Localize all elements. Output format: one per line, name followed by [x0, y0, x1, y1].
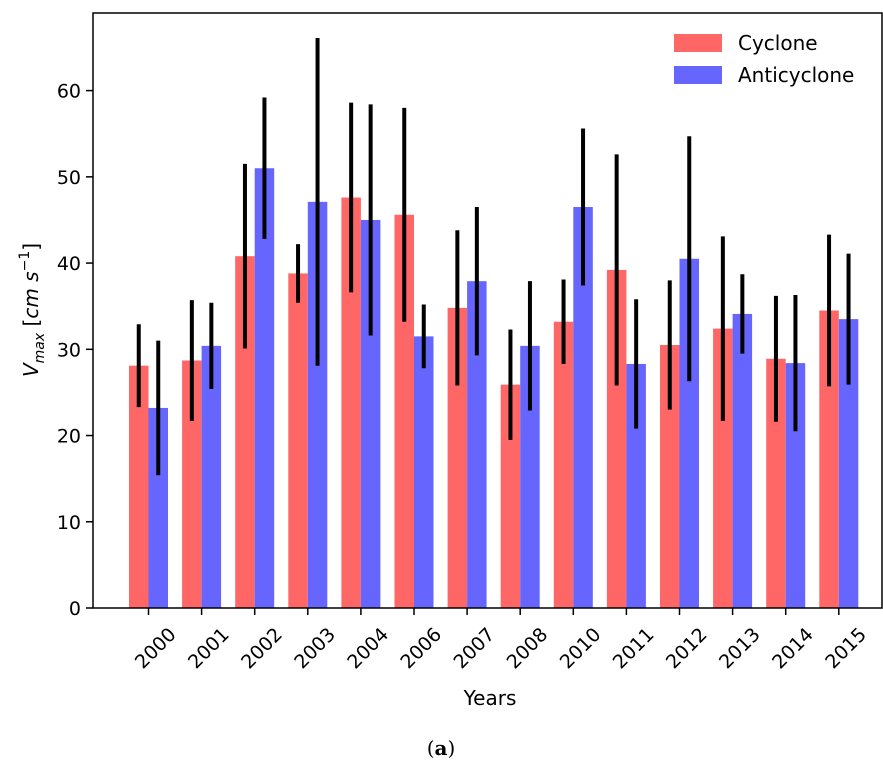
- bar-anticyclone-2013: [732, 313, 753, 608]
- bar-cyclone-2002: [235, 256, 255, 608]
- error-bars-layer: [136, 38, 851, 476]
- y-tick-label: 50: [57, 167, 81, 189]
- bar-cyclone-2007: [447, 307, 468, 608]
- x-tick-label: 2001: [184, 624, 234, 674]
- x-tick-label: 2003: [290, 624, 340, 674]
- bar-anticyclone-2014: [785, 363, 806, 608]
- y-tick-label: 30: [57, 339, 81, 361]
- y-tick-label: 40: [57, 253, 81, 275]
- x-tick-label: 2004: [343, 624, 393, 674]
- bar-cyclone-2014: [766, 358, 786, 608]
- x-tick-label: 2008: [503, 624, 553, 674]
- x-tick-label: 2010: [556, 624, 606, 674]
- bar-cyclone-2006: [394, 214, 414, 608]
- bar-anticyclone-2010: [573, 207, 593, 608]
- bar-anticyclone-2001: [201, 345, 222, 608]
- bar-cyclone-2000: [129, 365, 149, 608]
- bar-cyclone-2003: [288, 273, 308, 608]
- bar-anticyclone-2008: [520, 345, 540, 608]
- x-tick-label: 2012: [662, 624, 712, 674]
- bar-anticyclone-2000: [148, 407, 168, 608]
- bar-anticyclone-2012: [679, 258, 699, 608]
- y-axis-title: Vmax [cm s−1]: [17, 243, 48, 377]
- x-tick-label: 2015: [821, 624, 871, 674]
- bar-anticyclone-2015: [838, 319, 859, 608]
- bar-cyclone-2004: [341, 197, 361, 609]
- x-tick-label: 2000: [131, 624, 181, 674]
- legend-label-cyclone: Cyclone: [738, 31, 818, 55]
- y-tick-label: 60: [57, 81, 81, 103]
- axes-layer: [92, 12, 883, 609]
- x-tick-label: 2006: [396, 624, 446, 674]
- legend-swatch-anticyclone: [674, 66, 722, 84]
- y-tick-label: 20: [57, 426, 81, 448]
- legend-label-anticyclone: Anticyclone: [738, 63, 854, 87]
- bar-anticyclone-2011: [626, 363, 646, 608]
- x-tick-label: 2014: [768, 624, 818, 674]
- bar-anticyclone-2003: [307, 201, 328, 608]
- bar-cyclone-2008: [500, 384, 521, 608]
- bar-cyclone-2015: [819, 310, 839, 608]
- figure-caption: (a): [427, 736, 456, 760]
- legend: Cyclone Anticyclone: [674, 31, 854, 87]
- bar-cyclone-2012: [660, 344, 680, 608]
- bar-cyclone-2013: [713, 328, 733, 608]
- bar-cyclone-2010: [553, 321, 574, 608]
- x-tick-label: 2013: [715, 624, 765, 674]
- x-tick-label: 2002: [237, 624, 287, 674]
- y-tick-label: 0: [69, 598, 81, 620]
- bar-anticyclone-2002: [254, 168, 275, 608]
- bars-layer: [129, 168, 859, 609]
- x-ticks-layer: 2000 2001 2002 2003 2004 2006 2007 2008 2010 2011…: [131, 608, 871, 673]
- x-tick-label: 2007: [449, 624, 499, 674]
- bar-cyclone-2011: [606, 269, 627, 608]
- x-tick-label: 2011: [609, 624, 659, 674]
- bar-anticyclone-2006: [414, 336, 434, 608]
- y-ticks-layer: 0 10 20 30 40 50 60: [57, 81, 93, 620]
- y-tick-label: 10: [57, 512, 81, 534]
- bar-anticyclone-2007: [467, 281, 487, 608]
- plot-frame: [92, 12, 883, 609]
- bar-anticyclone-2004: [360, 219, 381, 608]
- bar-cyclone-2001: [182, 360, 202, 608]
- legend-swatch-cyclone: [674, 34, 722, 52]
- x-axis-title: Years: [463, 686, 517, 710]
